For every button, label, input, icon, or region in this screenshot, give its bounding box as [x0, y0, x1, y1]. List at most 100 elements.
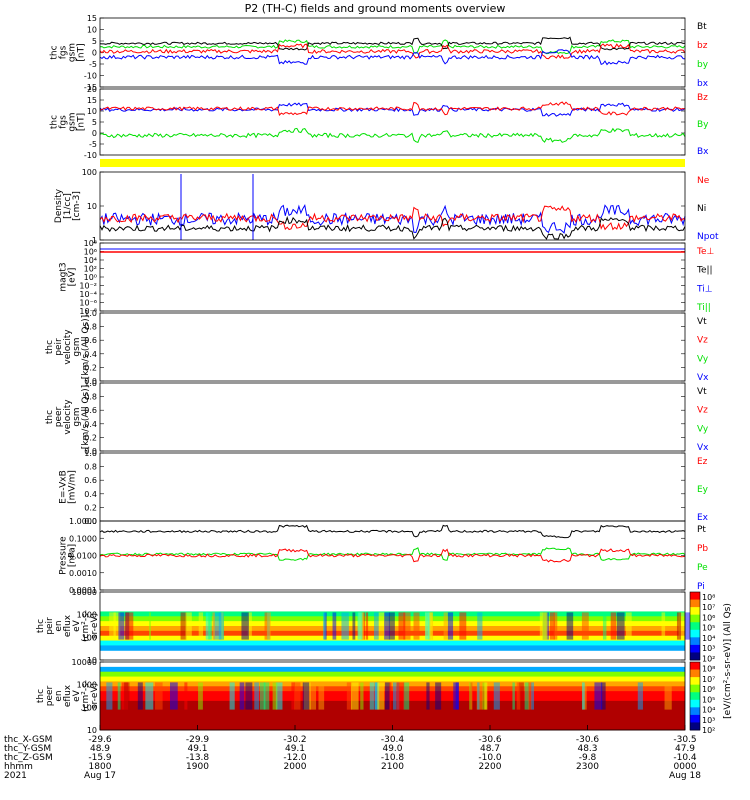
panel-4: magt3 [eV] 10⁸10⁶10⁴10²10⁰10⁻²10⁻⁴10⁻⁶10⁻⁸… — [59, 239, 715, 316]
spectrogram-streak — [594, 682, 603, 710]
spectrogram-streak — [322, 612, 326, 640]
y-tick-label: 10⁻⁶ — [79, 299, 97, 308]
panel-ylabel: peer — [45, 685, 55, 706]
panel-10: thc peer en eflux eV (cm²-s-sr-eV) 10000 1000 10… — [36, 658, 686, 735]
x-tick-label: 2000 — [284, 762, 307, 772]
spectrogram-streak — [185, 612, 192, 640]
y-tick-label: 10² — [84, 265, 97, 274]
spectrogram-streak — [275, 682, 283, 710]
y-tick-label: 15 — [87, 14, 97, 23]
series-line-blue — [99, 49, 686, 66]
y-tick-label: 10000 — [72, 658, 97, 667]
panel-frame — [99, 520, 686, 591]
y-tick-label: -5 — [89, 60, 97, 69]
panel-ylabel: [cm-3] — [72, 191, 82, 221]
legend-Vt: Vt — [697, 317, 707, 327]
legend-Vy: Vy — [697, 424, 709, 434]
y-tick-label: 10⁸ — [84, 239, 97, 248]
spectrogram-streak — [470, 682, 473, 710]
spectrogram-streak — [169, 682, 178, 710]
spectrogram-streak — [310, 682, 317, 710]
panel-ylabel: eV — [72, 689, 82, 702]
x-row-label: thc_Z-GSM — [4, 753, 53, 763]
x-tick-label: -30.2 — [283, 735, 306, 745]
panel-7: E=-VxB [mV/m] 1.0 0.8 0.6 0.4 0.2 0.0 Ez Ey Ex — [59, 449, 709, 526]
panel-ylabel: [nT] — [77, 113, 87, 131]
spectrogram-streak — [259, 682, 266, 710]
spectrogram-band — [100, 681, 685, 687]
y-tick-label: 0 — [92, 129, 97, 138]
x-tick-label: -10.0 — [478, 753, 502, 763]
panel-frame — [99, 452, 686, 522]
y-tick-label: 1 — [92, 236, 97, 245]
panel-ylabel: [mV/m] — [68, 470, 78, 504]
colorbar-tick: 10⁴ — [702, 634, 715, 643]
y-tick-label: 10⁻² — [79, 282, 97, 291]
panel-8: Pressure [nPa] 1.0000 0.1000 0.0100 0.0010 0.0… — [59, 517, 709, 595]
y-tick-label: -5 — [89, 140, 97, 149]
y-tick-label: 0.6 — [84, 476, 97, 485]
spectrogram-streak — [518, 682, 524, 710]
series-line-black — [99, 215, 686, 240]
y-tick-label: 10000 — [72, 588, 97, 597]
spectrogram-streak — [601, 682, 606, 710]
colorbar-tick: 10⁵ — [702, 624, 715, 633]
panel-ylabel: [eV] — [68, 268, 78, 287]
x-tick-label: 48.7 — [480, 744, 500, 754]
colorbar-segment — [690, 699, 700, 708]
panel-ylabel: thc — [45, 410, 55, 424]
spectrogram-streak — [388, 612, 395, 640]
panel-frame — [99, 88, 686, 156]
y-tick-label: 10 — [87, 726, 97, 735]
series-line-red — [99, 101, 686, 116]
spectrogram-streak — [247, 612, 252, 640]
spectrogram-streak — [553, 612, 558, 640]
spectrogram-streak — [403, 612, 411, 640]
colorbar-label: [eV/(cm²-s-sr-eV)] (All Qs) — [723, 603, 733, 719]
colorbar-frame — [689, 591, 701, 661]
spectrogram-streak — [477, 682, 480, 710]
y-tick-label: 15 — [87, 96, 97, 105]
y-tick-label: 100 — [82, 633, 97, 642]
legend-Pt: Pt — [697, 525, 706, 535]
spectrogram-streak — [549, 612, 555, 640]
spectrogram-streak — [272, 682, 278, 710]
spectrogram-streak — [294, 682, 301, 710]
spectrogram-streak — [205, 612, 211, 640]
y-tick-label: 0.8 — [84, 393, 97, 402]
legend-Bt: Bt — [697, 22, 707, 32]
spectrogram-band — [100, 696, 685, 702]
x-tick-label: 49.1 — [285, 744, 305, 754]
status-bar — [100, 159, 685, 167]
spectrogram-streak — [291, 682, 295, 710]
y-tick-label: 0.0 — [84, 517, 97, 526]
spectrogram-streak — [254, 682, 259, 710]
y-tick-label: 10 — [87, 26, 97, 35]
panel-ylabel: gsm — [68, 43, 78, 62]
y-tick-label: 1.0 — [84, 379, 97, 388]
spectrogram-streak — [180, 612, 187, 640]
panel-ylabel: (cm²-s- — [81, 680, 91, 712]
y-tick-label: 0.0001 — [69, 586, 97, 595]
legend-Pb: Pb — [697, 544, 708, 554]
spectrogram-streak — [365, 612, 369, 640]
spectrogram-band — [100, 666, 685, 673]
spectrogram-streak — [447, 612, 454, 640]
spectrogram-streak — [512, 682, 515, 710]
spectrogram-streak — [678, 612, 685, 640]
y-tick-label: 20 — [87, 85, 97, 94]
spectrogram-streak — [625, 612, 632, 640]
x-row-label: thc_Y-GSM — [4, 744, 51, 754]
colorbar-segment — [690, 644, 700, 653]
series-line-red — [99, 205, 686, 231]
panel-ylabel: eflux — [63, 614, 73, 637]
spectrogram-streak — [385, 682, 390, 710]
legend-Bz: Bz — [697, 93, 708, 103]
spectrogram-streak — [610, 612, 617, 640]
y-tick-label: 1000 — [77, 681, 97, 690]
panel-frame — [99, 591, 686, 661]
colorbar-tick: 10⁶ — [702, 613, 715, 622]
panel-frame — [99, 17, 686, 88]
